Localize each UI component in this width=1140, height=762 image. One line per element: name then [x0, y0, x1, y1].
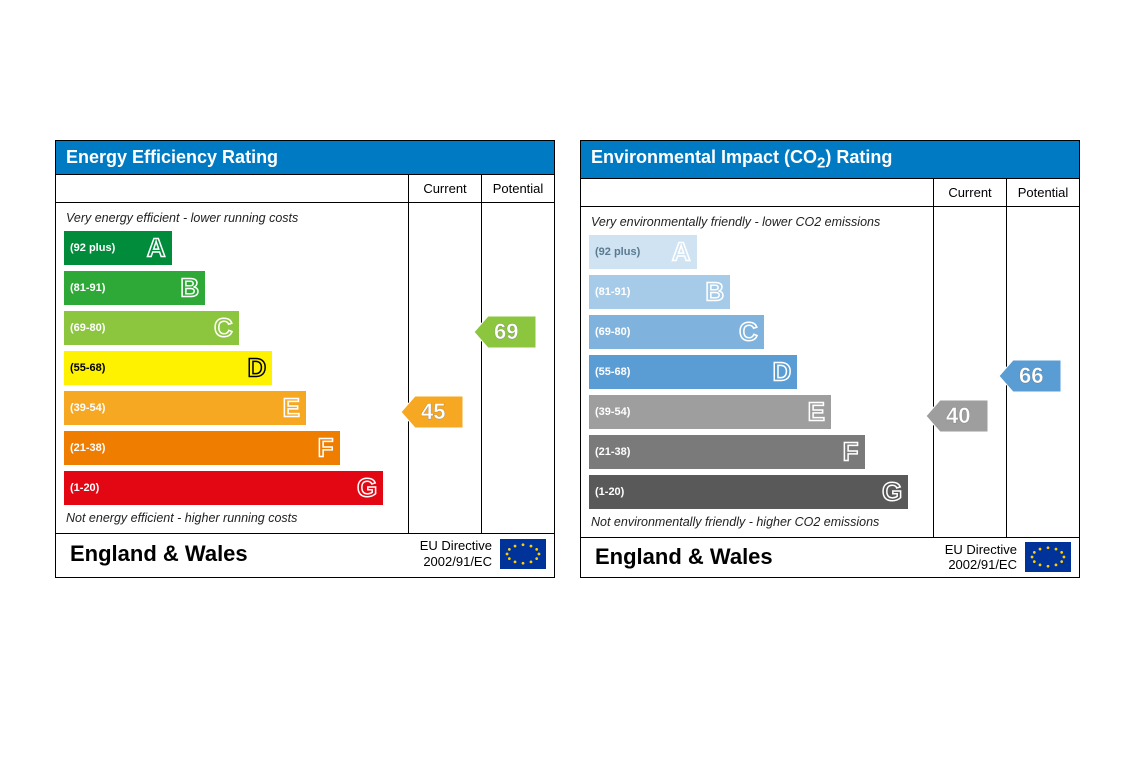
- band-range-label: (39-54): [595, 406, 630, 418]
- panel-title: Energy Efficiency Rating: [56, 141, 554, 175]
- band-letter: F: [318, 433, 334, 464]
- band-F: (21-38) F: [589, 435, 865, 469]
- band-letter: C: [214, 313, 233, 344]
- band-range-label: (92 plus): [70, 242, 115, 254]
- column-header-row: Current Potential: [581, 179, 1079, 207]
- eu-flag-icon: [1025, 542, 1071, 572]
- energy-efficiency-panel: Energy Efficiency Rating Current Potenti…: [55, 140, 555, 578]
- band-letter: G: [882, 476, 902, 507]
- band-range-label: (92 plus): [595, 246, 640, 258]
- band-letter: F: [843, 436, 859, 467]
- current-column: 45: [408, 203, 481, 533]
- band-range-label: (55-68): [595, 366, 630, 378]
- current-value: 45: [421, 399, 453, 425]
- directive-label: EU Directive 2002/91/EC: [420, 538, 498, 569]
- chart-body: Very energy efficient - lower running co…: [56, 203, 554, 534]
- band-D: (55-68) D: [64, 351, 272, 385]
- top-caption: Very environmentally friendly - lower CO…: [591, 215, 925, 229]
- band-range-label: (69-80): [595, 326, 630, 338]
- band-B: (81-91) B: [64, 271, 205, 305]
- band-A: (92 plus) A: [589, 235, 697, 269]
- potential-value-pointer: 66: [999, 360, 1061, 392]
- eu-flag-icon: [500, 539, 546, 569]
- current-value: 40: [946, 403, 978, 429]
- band-C: (69-80) C: [64, 311, 239, 345]
- potential-value: 69: [494, 319, 526, 345]
- band-G: (1-20) G: [64, 471, 383, 505]
- band-letter: E: [808, 396, 825, 427]
- region-label: England & Wales: [589, 544, 945, 570]
- current-header: Current: [408, 175, 481, 202]
- band-E: (39-54) E: [589, 395, 831, 429]
- band-letter: D: [248, 353, 267, 384]
- chart-body: Very environmentally friendly - lower CO…: [581, 207, 1079, 538]
- band-letter: G: [357, 473, 377, 504]
- band-E: (39-54) E: [64, 391, 306, 425]
- panel-footer: England & Wales EU Directive 2002/91/EC: [56, 534, 554, 573]
- bands-container: (92 plus) A (81-91) B (69-80) C (55-68) …: [589, 235, 925, 509]
- column-header-row: Current Potential: [56, 175, 554, 203]
- potential-header: Potential: [481, 175, 554, 202]
- band-range-label: (39-54): [70, 402, 105, 414]
- band-range-label: (21-38): [70, 442, 105, 454]
- band-F: (21-38) F: [64, 431, 340, 465]
- band-B: (81-91) B: [589, 275, 730, 309]
- potential-column: 66: [1006, 207, 1079, 537]
- region-label: England & Wales: [64, 541, 420, 567]
- potential-header: Potential: [1006, 179, 1079, 206]
- band-letter: A: [147, 233, 166, 264]
- band-letter: A: [672, 236, 691, 267]
- band-G: (1-20) G: [589, 475, 908, 509]
- potential-value: 66: [1019, 363, 1051, 389]
- band-letter: D: [773, 356, 792, 387]
- top-caption: Very energy efficient - lower running co…: [66, 211, 400, 225]
- band-range-label: (81-91): [70, 282, 105, 294]
- panel-title: Environmental Impact (CO2) Rating: [581, 141, 1079, 179]
- band-range-label: (69-80): [70, 322, 105, 334]
- bottom-caption: Not energy efficient - higher running co…: [66, 511, 400, 525]
- band-C: (69-80) C: [589, 315, 764, 349]
- current-value-pointer: 45: [401, 396, 463, 428]
- chart-area: Very energy efficient - lower running co…: [56, 203, 408, 533]
- chart-area: Very environmentally friendly - lower CO…: [581, 207, 933, 537]
- environmental-impact-panel: Environmental Impact (CO2) Rating Curren…: [580, 140, 1080, 578]
- current-value-pointer: 40: [926, 400, 988, 432]
- band-range-label: (55-68): [70, 362, 105, 374]
- current-header: Current: [933, 179, 1006, 206]
- band-letter: B: [180, 273, 199, 304]
- directive-label: EU Directive 2002/91/EC: [945, 542, 1023, 573]
- band-range-label: (1-20): [595, 486, 624, 498]
- band-D: (55-68) D: [589, 355, 797, 389]
- potential-value-pointer: 69: [474, 316, 536, 348]
- band-range-label: (1-20): [70, 482, 99, 494]
- current-column: 40: [933, 207, 1006, 537]
- bottom-caption: Not environmentally friendly - higher CO…: [591, 515, 925, 529]
- band-range-label: (81-91): [595, 286, 630, 298]
- band-A: (92 plus) A: [64, 231, 172, 265]
- band-letter: B: [705, 276, 724, 307]
- bands-container: (92 plus) A (81-91) B (69-80) C (55-68) …: [64, 231, 400, 505]
- band-range-label: (21-38): [595, 446, 630, 458]
- band-letter: E: [283, 393, 300, 424]
- band-letter: C: [739, 316, 758, 347]
- potential-column: 69: [481, 203, 554, 533]
- panel-footer: England & Wales EU Directive 2002/91/EC: [581, 538, 1079, 577]
